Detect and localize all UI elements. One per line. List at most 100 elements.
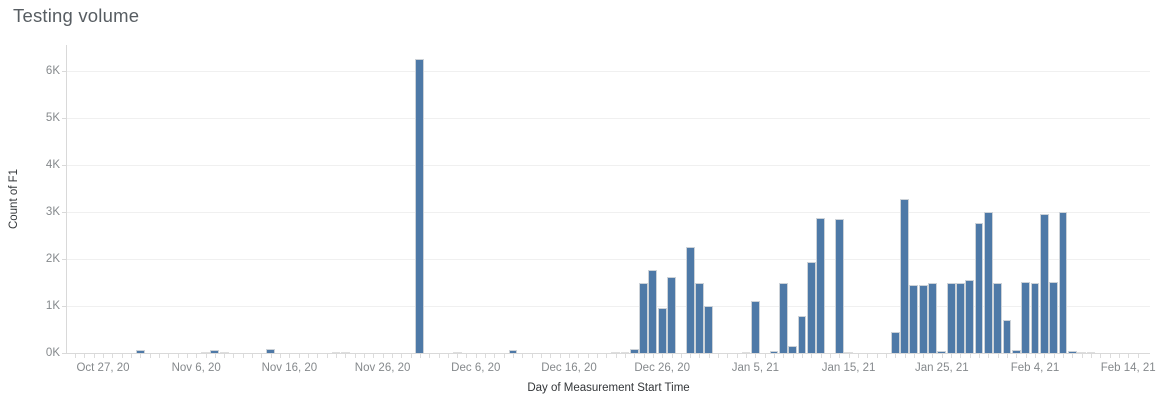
x-axis-label: Nov 26, 20 [354,362,411,374]
bar[interactable] [1021,282,1031,353]
bar[interactable] [806,262,816,353]
bar[interactable] [611,351,620,353]
x-tick [876,354,878,358]
bar[interactable] [1067,350,1077,353]
bar[interactable] [667,276,676,353]
x-axis-label: Jan 25, 21 [914,362,969,374]
x-tick [84,354,86,358]
x-tick [932,354,934,358]
bar[interactable] [695,282,704,353]
x-tick [587,354,589,358]
x-tick [429,354,431,358]
y-axis-label: 3K [45,206,60,218]
bar[interactable] [928,282,937,353]
x-tick [708,354,710,358]
x-tick [410,354,412,358]
x-tick [205,354,207,358]
bar[interactable] [620,351,630,353]
x-axis-label: Dec 6, 20 [451,362,501,374]
x-tick [652,354,654,358]
x-tick [391,354,393,358]
bar[interactable] [816,217,826,353]
bar[interactable] [797,316,807,353]
x-axis-label: Nov 6, 20 [171,362,221,374]
x-tick [289,354,291,358]
bar[interactable] [741,351,751,353]
x-tick [438,354,440,358]
x-tick [466,354,468,358]
bar[interactable] [918,285,928,353]
bar[interactable] [1077,351,1086,353]
x-tick [149,354,151,358]
bar[interactable] [984,212,993,353]
bar[interactable] [1002,320,1012,353]
bar[interactable] [965,279,975,353]
x-tick [401,354,403,358]
bar[interactable] [1049,282,1059,353]
bar[interactable] [909,285,919,353]
x-tick [196,354,198,358]
x-tick [112,354,114,358]
bar[interactable] [452,351,462,353]
bar[interactable] [1058,212,1068,353]
x-tick [764,354,766,358]
bar[interactable] [890,331,900,353]
x-tick [1137,354,1139,358]
bar[interactable] [956,283,965,353]
bar[interactable] [900,199,909,353]
x-tick [168,354,170,358]
x-tick [252,354,254,358]
bar[interactable] [508,349,518,353]
bar[interactable] [946,282,956,353]
bar[interactable] [331,351,341,353]
bar[interactable] [993,283,1003,353]
bar[interactable] [1039,213,1049,353]
bar[interactable] [201,351,210,353]
x-tick [326,354,328,358]
bar[interactable] [648,270,658,353]
bar[interactable] [704,305,714,353]
bar[interactable] [788,346,798,353]
bar[interactable] [778,282,788,353]
bar[interactable] [219,351,229,353]
x-tick [839,354,841,358]
x-tick [1053,354,1055,358]
bar[interactable] [266,349,276,353]
x-tick [270,354,272,358]
bar[interactable] [629,348,639,353]
x-tick [662,354,664,358]
gridline [67,211,1150,213]
x-tick [522,354,524,358]
x-axis-label: Dec 26, 20 [634,362,690,374]
bar[interactable] [1030,283,1040,353]
x-tick [904,354,906,358]
x-axis-label: Dec 16, 20 [541,362,597,374]
bar[interactable] [844,351,853,353]
x-tick [261,354,263,358]
x-tick [242,354,244,358]
x-tick [727,354,729,358]
x-tick [345,354,347,358]
x-tick [317,354,319,358]
bar[interactable] [834,218,844,353]
bar[interactable] [340,351,350,353]
x-tick [624,354,626,358]
bar[interactable] [657,308,667,353]
bar[interactable] [415,58,425,353]
bar[interactable] [685,246,695,353]
x-tick [177,354,179,358]
bar[interactable] [135,350,145,353]
x-tick [1016,354,1018,358]
x-tick [867,354,869,358]
bar[interactable] [769,350,779,353]
bar[interactable] [974,223,984,353]
bar[interactable] [210,350,220,353]
x-tick [913,354,915,358]
y-axis-line [66,45,67,354]
bar[interactable] [1086,351,1096,353]
x-tick [951,354,953,358]
bar[interactable] [1011,349,1021,353]
bar[interactable] [639,282,648,353]
bar[interactable] [751,300,760,353]
bar[interactable] [937,350,947,353]
